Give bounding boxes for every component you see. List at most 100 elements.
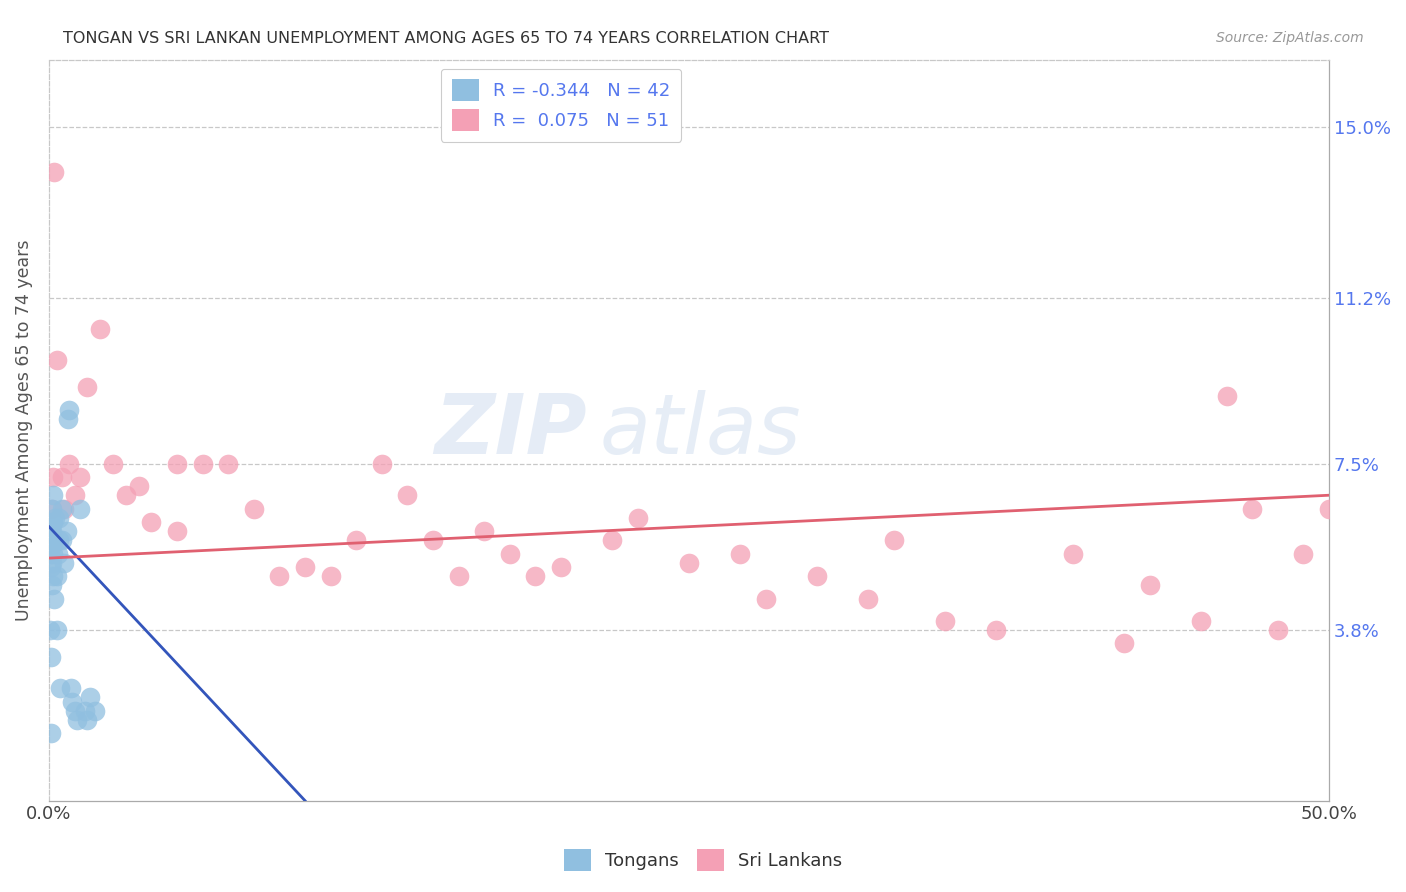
- Point: [166, 457, 188, 471]
- Point: [1317, 501, 1340, 516]
- Text: ZIP: ZIP: [434, 390, 586, 471]
- Point: [128, 479, 150, 493]
- Point: [44, 510, 66, 524]
- Point: [319, 569, 342, 583]
- Text: atlas: atlas: [599, 390, 801, 471]
- Point: [217, 457, 239, 471]
- Point: [41, 578, 63, 592]
- Point: [42, 533, 65, 548]
- Point: [728, 547, 751, 561]
- Legend: R = -0.344   N = 42, R =  0.075   N = 51: R = -0.344 N = 42, R = 0.075 N = 51: [440, 69, 682, 142]
- Point: [42, 569, 65, 583]
- Point: [856, 591, 879, 606]
- Point: [242, 501, 264, 516]
- Point: [1189, 614, 1212, 628]
- Point: [41, 524, 63, 538]
- Point: [883, 533, 905, 548]
- Y-axis label: Unemployment Among Ages 65 to 74 years: Unemployment Among Ages 65 to 74 years: [15, 239, 32, 621]
- Point: [42, 515, 65, 529]
- Point: [84, 704, 107, 718]
- Point: [1139, 578, 1161, 592]
- Text: Source: ZipAtlas.com: Source: ZipAtlas.com: [1216, 31, 1364, 45]
- Point: [499, 547, 522, 561]
- Point: [60, 695, 83, 709]
- Point: [39, 623, 62, 637]
- Point: [755, 591, 778, 606]
- Point: [45, 353, 67, 368]
- Point: [42, 591, 65, 606]
- Point: [191, 457, 214, 471]
- Point: [42, 547, 65, 561]
- Point: [678, 556, 700, 570]
- Point: [48, 533, 70, 548]
- Point: [79, 690, 101, 705]
- Point: [51, 501, 73, 516]
- Point: [41, 501, 63, 516]
- Point: [1241, 501, 1264, 516]
- Point: [76, 713, 98, 727]
- Point: [76, 380, 98, 394]
- Point: [1062, 547, 1084, 561]
- Point: [56, 412, 79, 426]
- Point: [472, 524, 495, 538]
- Point: [422, 533, 444, 548]
- Point: [39, 726, 62, 740]
- Point: [41, 501, 63, 516]
- Point: [447, 569, 470, 583]
- Point: [806, 569, 828, 583]
- Point: [73, 704, 96, 718]
- Point: [49, 681, 72, 696]
- Point: [53, 556, 76, 570]
- Point: [294, 560, 316, 574]
- Point: [1114, 636, 1136, 650]
- Point: [46, 547, 69, 561]
- Point: [934, 614, 956, 628]
- Point: [39, 547, 62, 561]
- Point: [39, 524, 62, 538]
- Point: [1215, 389, 1237, 403]
- Point: [101, 457, 124, 471]
- Point: [66, 713, 89, 727]
- Point: [63, 704, 86, 718]
- Point: [344, 533, 367, 548]
- Point: [53, 501, 76, 516]
- Point: [39, 560, 62, 574]
- Point: [600, 533, 623, 548]
- Point: [1267, 623, 1289, 637]
- Point: [42, 488, 65, 502]
- Point: [59, 681, 82, 696]
- Point: [58, 403, 80, 417]
- Point: [58, 457, 80, 471]
- Point: [627, 510, 650, 524]
- Point: [45, 569, 67, 583]
- Point: [269, 569, 291, 583]
- Point: [1292, 547, 1315, 561]
- Point: [42, 470, 65, 484]
- Point: [166, 524, 188, 538]
- Point: [114, 488, 136, 502]
- Point: [371, 457, 394, 471]
- Legend: Tongans, Sri Lankans: Tongans, Sri Lankans: [557, 842, 849, 879]
- Point: [89, 322, 111, 336]
- Point: [550, 560, 572, 574]
- Point: [41, 538, 63, 552]
- Point: [41, 515, 63, 529]
- Point: [986, 623, 1008, 637]
- Point: [524, 569, 547, 583]
- Point: [396, 488, 419, 502]
- Point: [39, 649, 62, 664]
- Point: [63, 488, 86, 502]
- Point: [141, 515, 163, 529]
- Point: [48, 510, 70, 524]
- Text: TONGAN VS SRI LANKAN UNEMPLOYMENT AMONG AGES 65 TO 74 YEARS CORRELATION CHART: TONGAN VS SRI LANKAN UNEMPLOYMENT AMONG …: [63, 31, 830, 46]
- Point: [41, 533, 63, 548]
- Point: [56, 524, 79, 538]
- Point: [69, 501, 91, 516]
- Point: [51, 470, 73, 484]
- Point: [42, 165, 65, 179]
- Point: [39, 533, 62, 548]
- Point: [41, 556, 63, 570]
- Point: [69, 470, 91, 484]
- Point: [45, 623, 67, 637]
- Point: [51, 533, 73, 548]
